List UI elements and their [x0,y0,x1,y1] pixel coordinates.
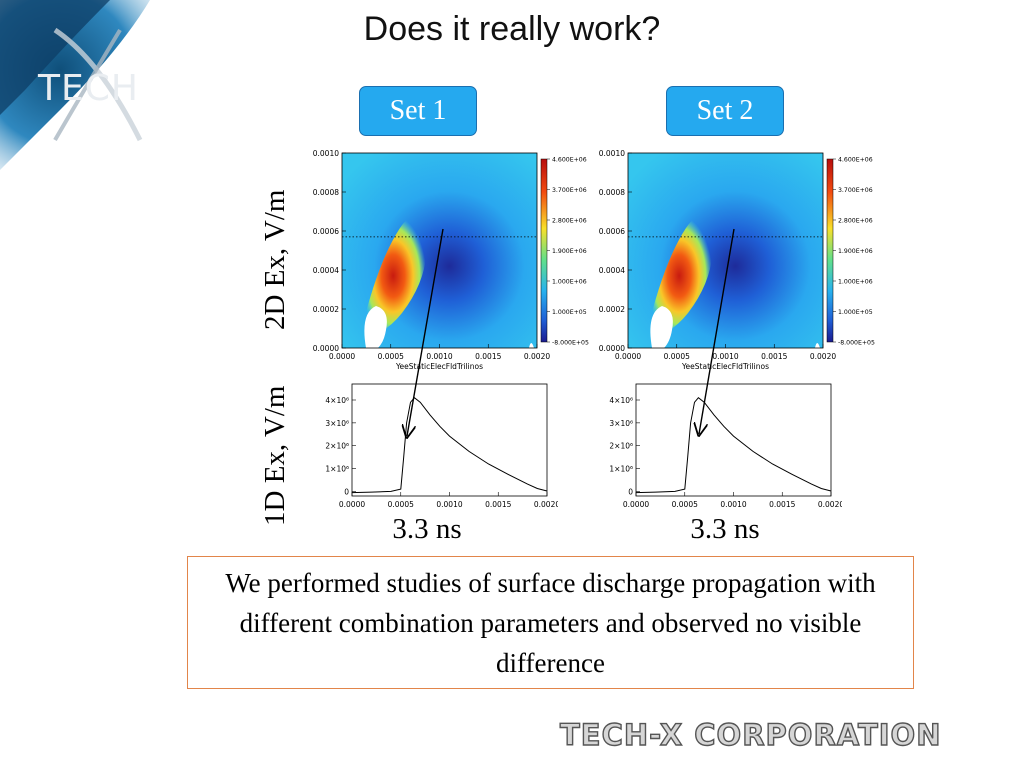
y-tick-label: 0 [628,487,633,496]
x-tick-label: 0.0005 [378,352,404,361]
y-tick-label: 2×10⁶ [325,442,349,451]
x-tick-label: 0.0015 [769,500,795,509]
x-tick-label: 0.0005 [664,352,690,361]
x-tick-label: 0.0015 [485,500,511,509]
x-tick-label: 0.0010 [720,500,746,509]
colorbar-tick-label: 3.700E+06 [552,187,587,194]
x-tick-label: 0.0015 [475,352,501,361]
colorbar-tick-label: 4.600E+06 [552,157,587,164]
set-2-label: Set 2 [666,86,784,136]
y-tick-label: 0.0000 [599,344,625,353]
field-profile-line [351,397,548,494]
colorbar-tick-label: 1.900E+06 [552,248,587,255]
x-tick-label: 0.0020 [534,500,558,509]
colorbar-tick-label: 1.000E+05 [552,309,587,316]
discharge-hotspot [360,215,427,337]
y-tick-label: 0.0002 [313,305,339,314]
y-tick-label: 0.0008 [313,188,339,197]
edge-void [815,343,820,348]
y-tick-label: 0.0002 [599,305,625,314]
line-plot-set-2: 0 1×10⁶ 2×10⁶ 3×10⁶ 4×10⁶ 0.0000 0.0005 0.0010 0… [609,383,842,509]
x-tick-label: 0.0010 [712,352,738,361]
slide-title: Does it really work? [363,10,661,48]
x-tick-label: 0.0000 [615,352,641,361]
colorbar-tick-label: 1.900E+06 [838,248,873,255]
logo-text: TECH [37,68,139,109]
colorbar-tick-label: -8.000E+05 [838,340,875,347]
discharge-hotspot [646,215,713,337]
y-tick-label: 4×10⁶ [609,396,633,405]
colorbar-tick-label: 1.000E+05 [838,309,873,316]
arrow-set-2 [699,228,735,434]
y-tick-label: 0.0010 [599,149,625,158]
edge-void [529,343,534,348]
y-tick-label: 0.0006 [599,227,625,236]
y-tick-label: 0.0008 [599,188,625,197]
conclusion-box: We performed studies of surface discharg… [187,556,914,689]
electrode-void [650,306,673,348]
electrode-void [364,306,387,348]
x-tick-label: 0.0000 [339,500,365,509]
colorbar-tick-label: -8.000E+05 [552,340,589,347]
x-tick-label: 0.0000 [623,500,649,509]
x-tick-label: 0.0005 [388,500,414,509]
x-tick-label: 0.0020 [818,500,842,509]
field-profile-line [635,397,832,494]
time-label-set-2: 3.3 ns [690,513,760,545]
x-tick-label: 0.0000 [329,352,355,361]
y-tick-label: 0.0000 [313,344,339,353]
x-axis-label: YeeStaticElecFldTrilinos [395,362,483,371]
colorbar-tick-label: 1.000E+06 [838,279,873,286]
x-tick-label: 0.0020 [524,352,550,361]
colorbar-tick-label: 2.800E+06 [552,218,587,225]
x-tick-label: 0.0010 [436,500,462,509]
y-tick-label: 0.0004 [599,266,625,275]
y-tick-label: 2×10⁶ [609,442,633,451]
y-tick-label: 4×10⁶ [325,396,349,405]
x-tick-label: 0.0010 [426,352,452,361]
y-tick-label: 3×10⁶ [609,419,633,428]
x-tick-label: 0.0020 [810,352,836,361]
y-tick-label: 0.0004 [313,266,339,275]
techx-logo: TECH [0,0,150,170]
y-tick-label: 1×10⁶ [325,465,349,474]
y-tick-label: 0 [344,487,349,496]
y-tick-label: 0.0006 [313,227,339,236]
colorbar-tick-label: 4.600E+06 [838,157,873,164]
x-tick-label: 0.0015 [761,352,787,361]
y-tick-label: 0.0010 [313,149,339,158]
arrow-set-1 [407,228,444,436]
colorbar-tick-label: 3.700E+06 [838,187,873,194]
y-tick-label: 1×10⁶ [609,465,633,474]
time-label-set-1: 3.3 ns [392,513,462,545]
set-1-label: Set 1 [359,86,477,136]
line-plot-set-1: 0 1×10⁶ 2×10⁶ 3×10⁶ 4×10⁶ 0.0000 0.0005 0.0010 0… [325,383,558,509]
footer-company-name: TECH-X CORPORATION [559,717,942,752]
colorbar-tick-label: 1.000E+06 [552,279,587,286]
y-tick-label: 3×10⁶ [325,419,349,428]
colorbar-tick-label: 2.800E+06 [838,218,873,225]
heatmap-set-2: 0.0000 0.0002 0.0004 0.0006 0.0008 0.0010 0.00… [599,149,875,371]
x-tick-label: 0.0005 [672,500,698,509]
x-axis-label: YeeStaticElecFldTrilinos [681,362,769,371]
